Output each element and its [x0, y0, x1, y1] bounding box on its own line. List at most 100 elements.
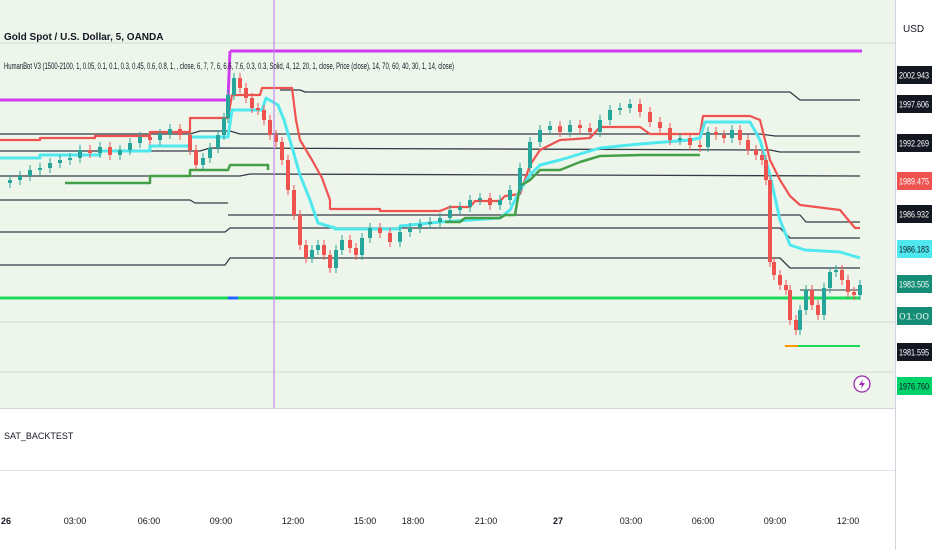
time-label: 21:00: [475, 516, 498, 526]
price-label: 01:00: [897, 307, 932, 325]
candle-body: [168, 129, 172, 134]
candle: [292, 185, 296, 220]
candle-body: [274, 135, 278, 142]
candle: [216, 130, 220, 153]
candle: [158, 129, 162, 145]
time-label: 03:00: [620, 516, 643, 526]
candle: [18, 171, 22, 185]
candle-body: [730, 130, 734, 138]
candle-body: [68, 158, 72, 160]
candle-body: [304, 245, 308, 258]
candle: [852, 287, 856, 300]
candle-body: [508, 190, 512, 200]
candle: [816, 300, 820, 320]
candle-body: [558, 126, 562, 132]
candle-body: [746, 140, 750, 150]
candle: [678, 133, 682, 145]
time-label: 06:00: [138, 516, 161, 526]
candle: [340, 235, 344, 255]
candle-body: [388, 233, 392, 242]
candle: [810, 285, 814, 310]
candle: [608, 105, 612, 125]
price-label-bg: [897, 275, 932, 293]
candle-body: [18, 176, 22, 180]
black-level: [0, 173, 861, 177]
candle-body: [538, 130, 542, 142]
candle-body: [648, 112, 652, 122]
time-label: 03:00: [64, 516, 87, 526]
candle: [648, 107, 652, 127]
candle: [286, 155, 290, 195]
candle-body: [528, 142, 532, 168]
price-label: 1989.475: [897, 172, 932, 190]
candle-body: [438, 218, 442, 222]
candle-body: [348, 240, 352, 248]
candle-body: [828, 272, 832, 288]
candle: [798, 305, 802, 335]
candle-body: [334, 250, 338, 268]
candle-body: [548, 126, 552, 130]
candle-body: [804, 290, 808, 310]
candle-body: [846, 280, 850, 292]
candle-body: [194, 150, 198, 165]
candle-body: [688, 138, 692, 145]
candle-body: [238, 78, 242, 88]
candle-body: [208, 148, 212, 158]
candle: [88, 145, 92, 158]
time-label: 26: [1, 516, 11, 526]
candle: [788, 285, 792, 325]
candle-body: [754, 150, 758, 155]
candle-body: [568, 125, 572, 132]
trail-line: [65, 163, 270, 185]
price-label: 1986.932: [897, 205, 932, 223]
candle-body: [598, 120, 602, 132]
candle: [398, 227, 402, 247]
price-label-text: 1986.183: [899, 245, 929, 256]
black-level: [280, 89, 860, 101]
horizontal-levels: [0, 42, 895, 373]
candle: [268, 115, 272, 140]
candle: [578, 120, 582, 133]
price-label-bg: [897, 240, 932, 258]
price-label-bg: [897, 307, 932, 325]
candle: [638, 99, 642, 117]
candle-body: [468, 200, 472, 207]
candle-body: [638, 104, 642, 112]
candle: [244, 83, 248, 103]
candle: [794, 315, 798, 335]
candle: [706, 127, 710, 152]
candle: [508, 185, 512, 205]
candle-body: [340, 240, 344, 250]
candle: [360, 233, 364, 260]
currency-label: USD: [903, 24, 924, 35]
replay-icon[interactable]: [853, 375, 871, 393]
candle-body: [322, 245, 326, 255]
candle: [238, 73, 242, 93]
candle-body: [578, 125, 582, 128]
pane2-label[interactable]: SAT_BACKTEST: [4, 431, 74, 441]
price-label: 1983.505: [897, 275, 932, 293]
candle: [388, 228, 392, 247]
candle-body: [188, 135, 192, 150]
candle: [698, 140, 702, 152]
candle: [232, 73, 236, 100]
candle-body: [618, 108, 622, 110]
price-label: 1997.606: [897, 95, 932, 113]
candle: [754, 145, 758, 160]
candle: [298, 210, 302, 250]
price-label: 1986.183: [897, 240, 932, 258]
candle-body: [328, 255, 332, 268]
candle: [98, 142, 102, 158]
indicator-title[interactable]: HumanBot V3 (1500-2100, 1, 0.05, 0.1, 0.…: [4, 61, 454, 71]
candle: [618, 103, 622, 115]
candle: [588, 123, 592, 137]
time-label: 15:00: [354, 516, 377, 526]
candle-body: [48, 163, 52, 168]
candle: [188, 130, 192, 155]
candle: [328, 250, 332, 273]
price-label-bg: [897, 343, 932, 361]
candle-body: [834, 270, 838, 272]
price-label-text: 1976.760: [899, 382, 929, 393]
candle-body: [408, 228, 412, 232]
